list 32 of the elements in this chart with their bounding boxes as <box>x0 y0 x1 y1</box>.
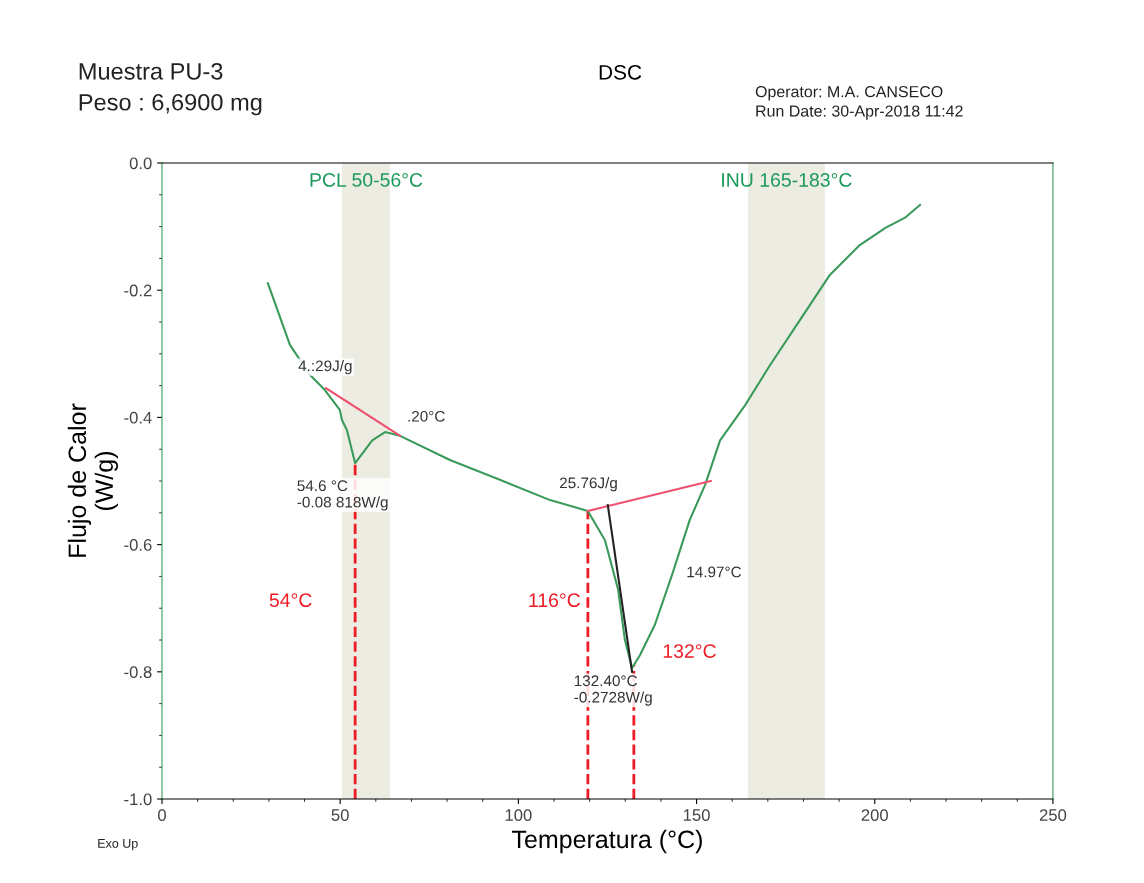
text: Exo Up <box>98 839 138 851</box>
annotation: 14.97°C <box>687 566 742 578</box>
x-tick-label: 200 <box>861 809 888 821</box>
annotation: 25.76J/g <box>559 477 617 492</box>
line-series <box>266 203 922 670</box>
y-tick-label: -0.8 <box>124 666 152 679</box>
annotation: .20°C <box>408 410 445 422</box>
x-tick-label: 50 <box>331 809 349 821</box>
text: Run Date: 30-Apr-2018 11:42 <box>756 105 963 120</box>
y-tick-label: -0.2 <box>124 284 152 297</box>
ref-line-label: 132°C <box>663 644 716 658</box>
text: Muestra PU-3 <box>79 62 223 80</box>
annotation: 54.6 °C -0.08 818W/g <box>297 480 388 511</box>
y-axis-title: Flujo de Calor (W/g) <box>67 403 118 557</box>
y-tick-label: -0.4 <box>124 411 152 424</box>
annotation: 4.:29J/g <box>298 360 352 375</box>
ref-line-label: 116°C <box>529 593 580 608</box>
y-tick-label: 0.0 <box>129 157 152 170</box>
text: Operator: M.A. CANSECO <box>755 85 943 101</box>
band-label: PCL 50-56°C <box>310 173 423 187</box>
ref-line-label: 54°C <box>269 593 312 608</box>
x-tick-label: 0 <box>158 809 166 821</box>
y-tick-label: -1.0 <box>124 793 152 806</box>
text: Peso : 6,6900 mg <box>79 93 262 116</box>
y-tick-label: -0.6 <box>124 539 152 551</box>
x-tick-label: 150 <box>683 809 710 821</box>
annotation: 132.40°C -0.2728W/g <box>574 675 652 706</box>
x-tick-label: 100 <box>505 809 532 821</box>
x-axis-title: Temperatura (°C) <box>512 829 702 854</box>
band-label: INU 165-183°C <box>722 173 852 187</box>
x-tick-label: 250 <box>1039 809 1067 821</box>
chart-title: DSC <box>599 64 642 80</box>
